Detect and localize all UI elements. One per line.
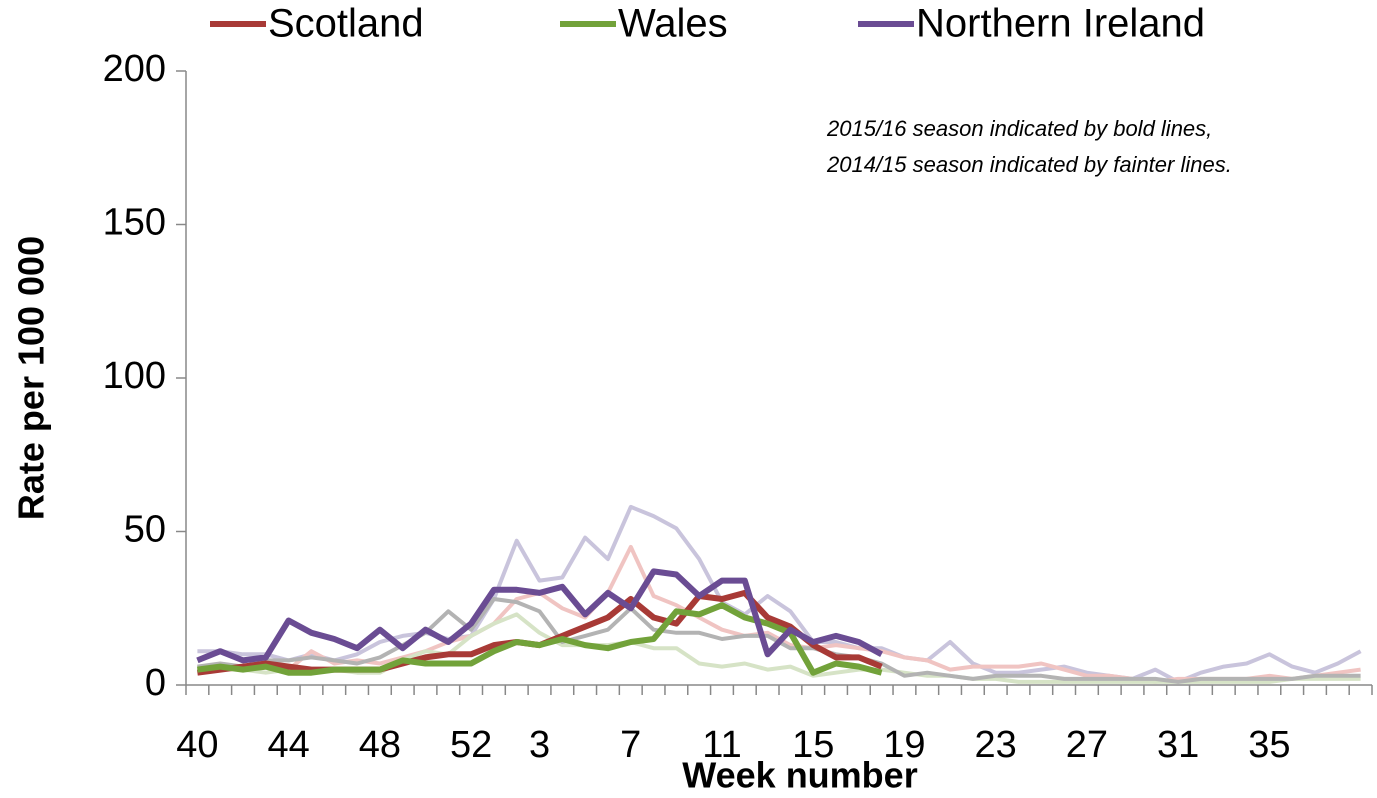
- x-tick-label: 7: [620, 724, 641, 766]
- y-tick-label: 0: [145, 662, 166, 704]
- annotation: 2014/15 season indicated by fainter line…: [826, 152, 1232, 177]
- x-tick-label: 3: [529, 724, 550, 766]
- y-axis-title: Rate per 100 000: [11, 236, 52, 520]
- y-tick-label: 100: [103, 355, 166, 397]
- x-tick-label: 31: [1157, 724, 1199, 766]
- x-tick-label: 52: [450, 724, 492, 766]
- x-tick-label: 15: [792, 724, 834, 766]
- x-tick-label: 19: [883, 724, 925, 766]
- series-line: [197, 504, 1362, 684]
- x-tick-label: 44: [267, 724, 309, 766]
- legend-label: Scotland: [268, 2, 424, 46]
- series-line: [197, 544, 1361, 684]
- x-tick-label: 48: [359, 724, 401, 766]
- legend-label: Northern Ireland: [916, 2, 1205, 46]
- y-tick-label: 200: [103, 48, 166, 90]
- series-line: [196, 568, 884, 664]
- x-tick-label: 27: [1066, 724, 1108, 766]
- legend-label: Wales: [618, 2, 728, 46]
- x-tick-label: 40: [176, 724, 218, 766]
- x-tick-label: 11: [702, 724, 741, 766]
- y-tick-label: 150: [103, 202, 166, 244]
- annotation: 2015/16 season indicated by bold lines,: [826, 116, 1212, 141]
- x-tick-label: 35: [1248, 724, 1290, 766]
- series-line: [197, 602, 883, 676]
- x-tick-label: 23: [975, 724, 1017, 766]
- y-tick-label: 50: [124, 509, 166, 551]
- x-axis-title: Week number: [682, 755, 917, 796]
